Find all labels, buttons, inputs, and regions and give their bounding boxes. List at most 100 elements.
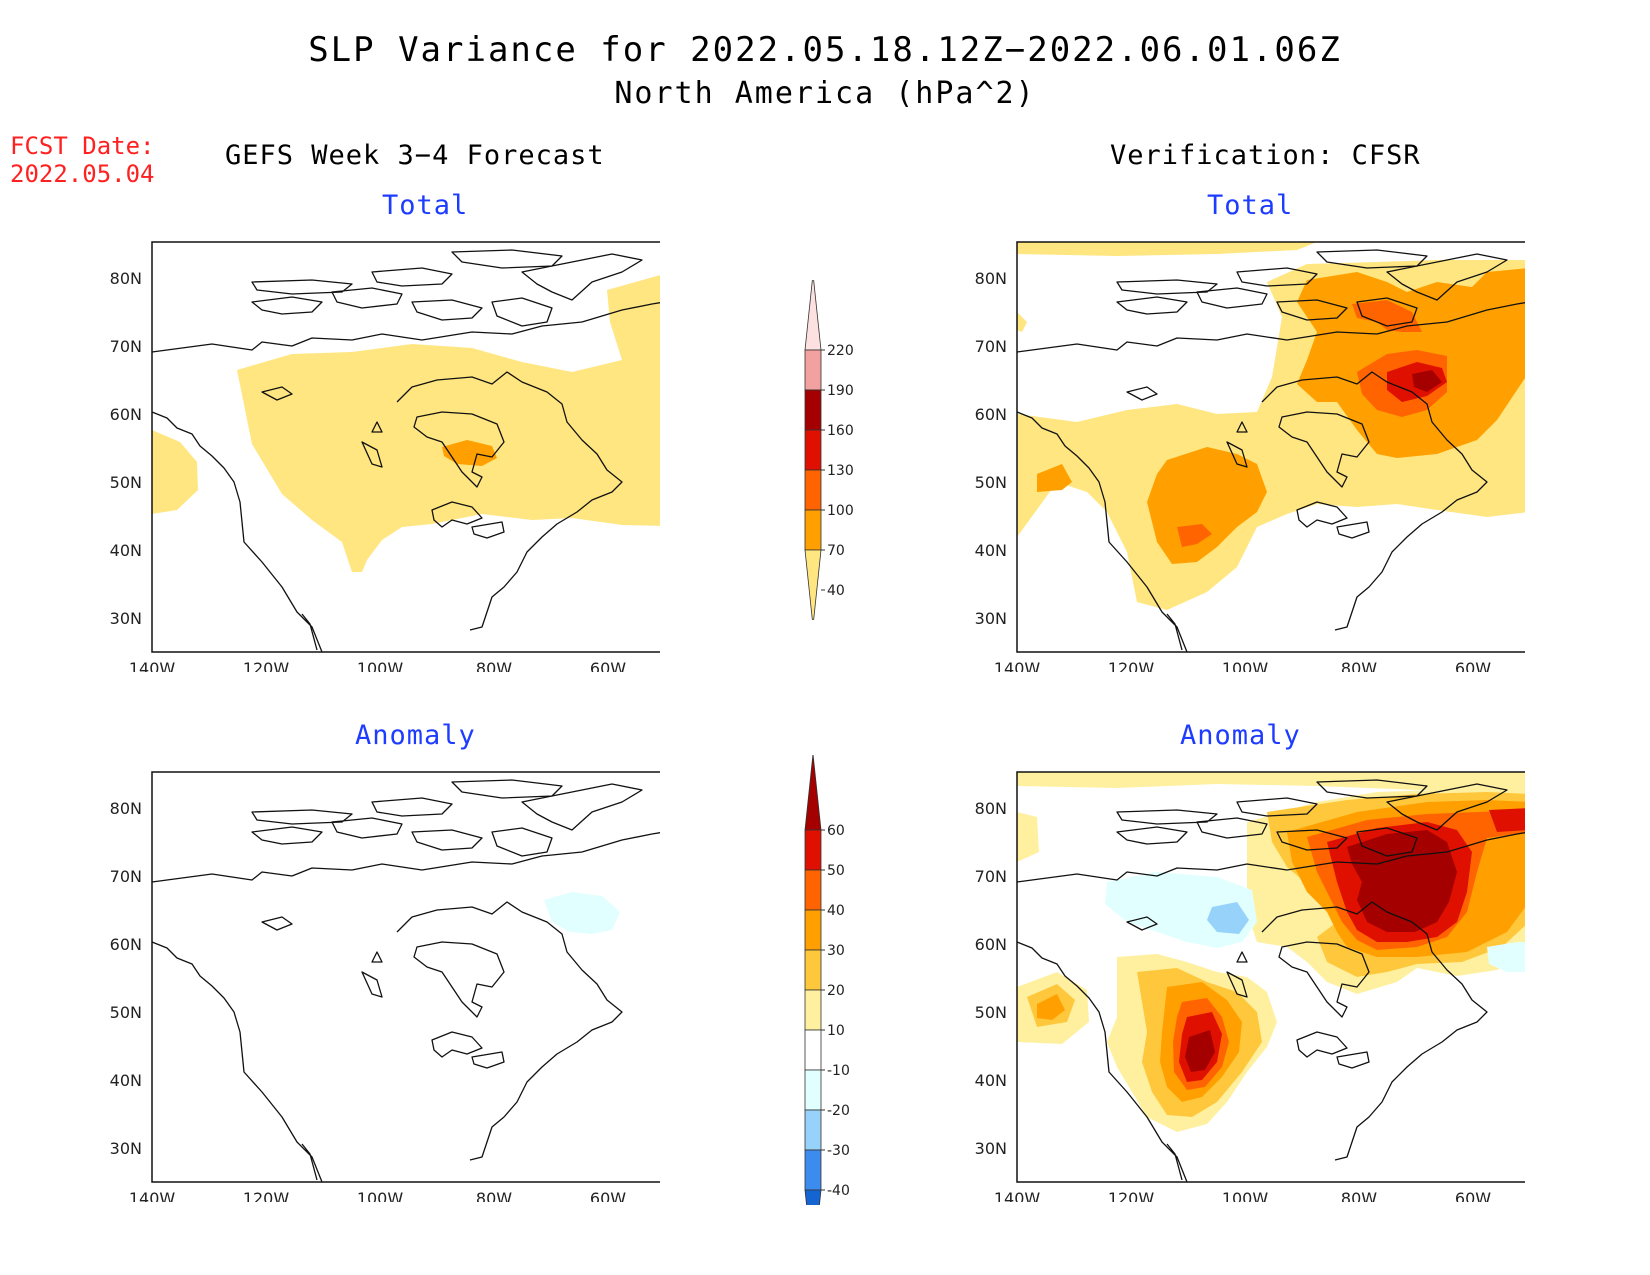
lon-tick: 60W — [590, 659, 626, 672]
verification-total-lon-axis: 140W 120W 100W 80W 60W — [994, 659, 1491, 672]
lat-tick: 50N — [975, 473, 1007, 492]
colorbar-swatch — [804, 469, 822, 511]
colorbar-swatch — [804, 349, 822, 391]
colorbar-label: -30 — [827, 1143, 850, 1159]
forecast-total-fill-70 — [442, 440, 497, 466]
lat-tick: 80N — [110, 269, 142, 288]
colorbar-label: 60 — [827, 823, 845, 839]
lon-tick: 120W — [1108, 659, 1155, 672]
forecast-total-lon-axis: 140W 120W 100W 80W 60W — [129, 659, 626, 672]
forecast-total-title: Total — [382, 190, 469, 221]
lat-tick: 70N — [110, 337, 142, 356]
colorbar-swatch — [804, 549, 822, 620]
colorbar-label: 10 — [827, 1023, 845, 1039]
colorbar-swatch — [804, 509, 822, 551]
lon-tick: 80W — [476, 659, 512, 672]
colorbar-label: 30 — [827, 943, 845, 959]
verification-total-fill-100 — [1177, 300, 1447, 547]
forecast-anomaly-lat-axis: 80N 70N 60N 50N 40N 30N — [110, 799, 142, 1158]
verification-anomaly-fill-neg10 — [1105, 872, 1525, 972]
lat-tick: 60N — [975, 935, 1007, 954]
verification-total-title: Total — [1207, 190, 1294, 221]
verification-anomaly-fill-60 — [1185, 830, 1457, 1072]
lat-tick: 70N — [975, 337, 1007, 356]
forecast-total-fill-40 — [152, 275, 660, 572]
anomaly-colorbar: -40 -30 -20 -10 10 20 30 40 50 60 — [804, 755, 850, 1205]
forecast-anomaly-map: 80N 70N 60N 50N 40N 30N 140W 120W 100W 8… — [110, 771, 660, 1202]
lon-tick: 80W — [1341, 1189, 1377, 1202]
forecast-anomaly-lon-axis: 140W 120W 100W 80W 60W — [129, 1189, 626, 1202]
colorbar-label: -20 — [827, 1103, 850, 1119]
verification-total-map: 80N 70N 60N 50N 40N 30N 140W 120W 100W 8… — [975, 241, 1525, 672]
colorbar-label: -40 — [827, 1183, 850, 1199]
lon-tick: 140W — [994, 1189, 1041, 1202]
lat-tick: 30N — [975, 609, 1007, 628]
verification-total-fill-70 — [1037, 268, 1525, 564]
lon-tick: 120W — [1108, 1189, 1155, 1202]
colorbar-swatch — [804, 869, 822, 911]
lat-tick: 30N — [110, 1139, 142, 1158]
lat-tick: 50N — [110, 473, 142, 492]
colorbar-label: 50 — [827, 863, 845, 879]
lat-tick: 40N — [110, 1071, 142, 1090]
colorbar-swatch — [804, 755, 822, 831]
verification-anomaly-fill-neg20 — [1207, 902, 1249, 934]
lon-tick: 140W — [129, 1189, 176, 1202]
lon-tick: 80W — [1341, 659, 1377, 672]
lat-tick: 80N — [110, 799, 142, 818]
forecast-total-map: 80N 70N 60N 50N 40N 30N 140W 120W 100W 8… — [110, 241, 660, 672]
forecast-total-lat-axis: 80N 70N 60N 50N 40N 30N — [110, 269, 142, 628]
colorbar-swatch — [804, 280, 822, 351]
colorbar-swatch — [804, 829, 822, 871]
forecast-anomaly-fill-neg10 — [544, 892, 620, 934]
lat-tick: 60N — [110, 935, 142, 954]
chart-title: SLP Variance for 2022.05.18.12Z−2022.06.… — [308, 30, 1342, 70]
colorbar-label: 160 — [827, 423, 854, 439]
fcst-date-value: 2022.05.04 — [10, 160, 155, 188]
lat-tick: 50N — [110, 1003, 142, 1022]
colorbar-swatch — [804, 1189, 822, 1205]
colorbar-label: 220 — [827, 343, 854, 359]
left-column-header: GEFS Week 3−4 Forecast — [225, 140, 605, 171]
lat-tick: 30N — [110, 609, 142, 628]
lat-tick: 40N — [975, 1071, 1007, 1090]
chart-subtitle: North America (hPa^2) — [614, 76, 1036, 111]
verification-anomaly-lon-axis: 140W 120W 100W 80W 60W — [994, 1189, 1491, 1202]
lat-tick: 60N — [975, 405, 1007, 424]
colorbar-swatch — [804, 989, 822, 1031]
lat-tick: 80N — [975, 269, 1007, 288]
verification-anomaly-map: 80N 70N 60N 50N 40N 30N 140W 120W 100W 8… — [975, 771, 1525, 1202]
colorbar-swatch — [804, 429, 822, 471]
lon-tick: 100W — [357, 659, 404, 672]
lat-tick: 50N — [975, 1003, 1007, 1022]
verification-anomaly-lat-axis: 80N 70N 60N 50N 40N 30N — [975, 799, 1007, 1158]
total-colorbar: 40 70 100 130 160 190 220 — [804, 280, 854, 620]
colorbar-label: -10 — [827, 1063, 850, 1079]
colorbar-swatch — [804, 949, 822, 991]
forecast-anomaly-title: Anomaly — [355, 720, 476, 751]
colorbar-label: 190 — [827, 383, 854, 399]
right-column-header: Verification: CFSR — [1110, 140, 1421, 171]
colorbar-label: 100 — [827, 503, 854, 519]
lon-tick: 140W — [129, 659, 176, 672]
lon-tick: 60W — [1455, 659, 1491, 672]
lat-tick: 60N — [110, 405, 142, 424]
lon-tick: 120W — [243, 659, 290, 672]
colorbar-swatch — [804, 1149, 822, 1191]
lon-tick: 100W — [357, 1189, 404, 1202]
lat-tick: 30N — [975, 1139, 1007, 1158]
fcst-date-label: FCST Date: — [10, 132, 155, 160]
lon-tick: 140W — [994, 659, 1041, 672]
colorbar-label: 20 — [827, 983, 845, 999]
lon-tick: 100W — [1222, 659, 1269, 672]
lon-tick: 60W — [1455, 1189, 1491, 1202]
lon-tick: 80W — [476, 1189, 512, 1202]
colorbar-label: 40 — [827, 583, 845, 599]
verification-anomaly-title: Anomaly — [1180, 720, 1301, 751]
verification-total-fill-160 — [1412, 370, 1442, 392]
colorbar-label: 130 — [827, 463, 854, 479]
verification-total-lat-axis: 80N 70N 60N 50N 40N 30N — [975, 269, 1007, 628]
colorbar-label: 70 — [827, 543, 845, 559]
colorbar-swatch — [804, 1069, 822, 1111]
lat-tick: 80N — [975, 799, 1007, 818]
